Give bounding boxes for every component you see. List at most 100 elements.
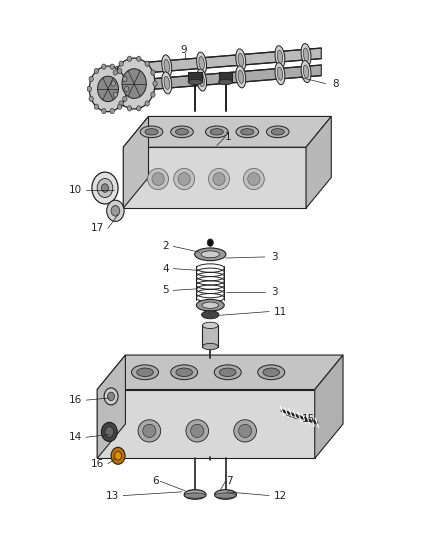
Polygon shape — [97, 355, 343, 390]
Circle shape — [119, 101, 123, 106]
Ellipse shape — [266, 126, 289, 138]
Ellipse shape — [162, 55, 172, 77]
Ellipse shape — [164, 59, 170, 72]
Polygon shape — [123, 116, 331, 147]
Polygon shape — [125, 48, 321, 75]
Ellipse shape — [236, 66, 246, 88]
Text: 6: 6 — [152, 477, 159, 486]
Ellipse shape — [176, 128, 188, 135]
Circle shape — [104, 388, 118, 405]
Circle shape — [111, 447, 125, 464]
Ellipse shape — [174, 168, 194, 190]
Ellipse shape — [199, 56, 205, 70]
Text: 2: 2 — [162, 241, 169, 252]
Ellipse shape — [152, 173, 164, 185]
Ellipse shape — [303, 48, 309, 61]
Circle shape — [123, 76, 127, 82]
Ellipse shape — [162, 72, 172, 94]
Ellipse shape — [137, 368, 153, 376]
Circle shape — [111, 206, 120, 216]
Text: 11: 11 — [273, 306, 286, 317]
Circle shape — [110, 108, 114, 114]
Ellipse shape — [210, 128, 223, 135]
Ellipse shape — [239, 424, 252, 438]
Circle shape — [113, 92, 117, 97]
Ellipse shape — [197, 69, 207, 91]
Circle shape — [113, 70, 117, 75]
Ellipse shape — [303, 65, 309, 78]
Polygon shape — [97, 390, 315, 458]
Circle shape — [117, 68, 122, 74]
Ellipse shape — [301, 61, 311, 83]
Ellipse shape — [184, 493, 206, 498]
Circle shape — [123, 96, 127, 101]
Bar — [202, 325, 218, 346]
Ellipse shape — [275, 63, 285, 85]
Circle shape — [89, 66, 127, 112]
Circle shape — [105, 426, 114, 437]
Circle shape — [102, 184, 109, 192]
Circle shape — [102, 64, 106, 69]
Circle shape — [108, 392, 115, 401]
Ellipse shape — [244, 168, 264, 190]
Ellipse shape — [234, 419, 256, 442]
Text: 1: 1 — [224, 132, 231, 142]
Circle shape — [115, 451, 121, 460]
Ellipse shape — [164, 76, 170, 90]
Text: 15: 15 — [302, 414, 315, 424]
Text: 8: 8 — [332, 78, 339, 88]
Ellipse shape — [263, 368, 279, 376]
Ellipse shape — [205, 126, 228, 138]
Circle shape — [111, 81, 116, 86]
Circle shape — [151, 70, 155, 75]
Text: 17: 17 — [90, 223, 104, 233]
Ellipse shape — [214, 365, 241, 379]
Text: 4: 4 — [162, 264, 169, 273]
Ellipse shape — [236, 49, 246, 71]
Ellipse shape — [176, 368, 192, 376]
Circle shape — [137, 56, 141, 61]
Ellipse shape — [143, 424, 156, 438]
Ellipse shape — [186, 419, 208, 442]
Ellipse shape — [140, 126, 163, 138]
Ellipse shape — [199, 74, 205, 86]
Ellipse shape — [184, 490, 206, 499]
Circle shape — [145, 101, 149, 106]
Circle shape — [97, 179, 113, 198]
Ellipse shape — [202, 302, 219, 309]
Ellipse shape — [277, 50, 283, 63]
Ellipse shape — [148, 168, 169, 190]
Text: 10: 10 — [69, 184, 82, 195]
Ellipse shape — [171, 126, 193, 138]
Ellipse shape — [191, 424, 204, 438]
Circle shape — [207, 239, 213, 246]
Polygon shape — [123, 147, 306, 208]
Ellipse shape — [178, 173, 190, 185]
Polygon shape — [125, 65, 321, 92]
Circle shape — [94, 104, 99, 109]
Ellipse shape — [238, 53, 244, 67]
Ellipse shape — [215, 490, 237, 499]
Circle shape — [87, 86, 92, 92]
Circle shape — [110, 64, 114, 69]
Text: 5: 5 — [162, 285, 169, 295]
Polygon shape — [97, 355, 125, 458]
Text: 9: 9 — [181, 45, 187, 55]
Ellipse shape — [196, 300, 224, 311]
Circle shape — [113, 58, 155, 109]
Ellipse shape — [188, 79, 202, 85]
Ellipse shape — [213, 173, 225, 185]
Ellipse shape — [219, 79, 233, 85]
Circle shape — [89, 76, 93, 82]
Ellipse shape — [208, 168, 230, 190]
Ellipse shape — [215, 493, 237, 498]
Polygon shape — [123, 116, 148, 208]
Ellipse shape — [197, 52, 207, 74]
Polygon shape — [306, 116, 331, 208]
Text: 7: 7 — [226, 477, 233, 486]
Circle shape — [98, 76, 118, 102]
Ellipse shape — [194, 248, 226, 261]
Text: 14: 14 — [69, 432, 82, 442]
Circle shape — [102, 108, 106, 114]
Ellipse shape — [145, 128, 158, 135]
